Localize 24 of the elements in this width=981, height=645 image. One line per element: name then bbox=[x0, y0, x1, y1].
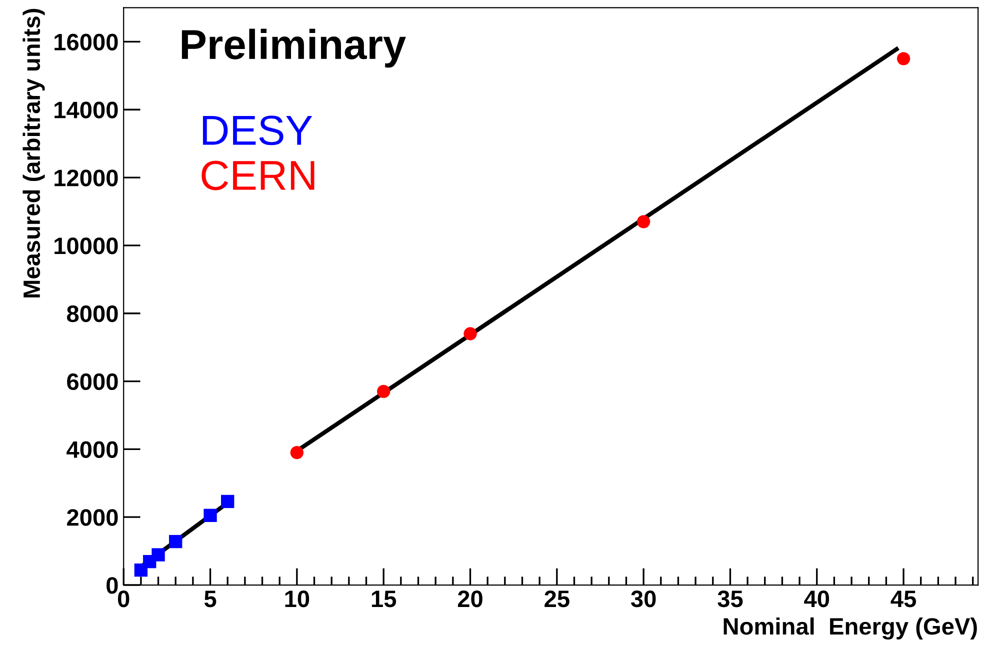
x-tick-label: 10 bbox=[285, 590, 310, 608]
x-tick-label: 35 bbox=[718, 590, 743, 608]
y-tick-label: 12000 bbox=[54, 170, 118, 186]
y-axis-title: Measured (arbitrary units) bbox=[22, 8, 45, 298]
y-tick-label: 0 bbox=[106, 577, 118, 594]
text: CERN bbox=[202, 160, 314, 190]
x-tick-label: 5 bbox=[204, 590, 216, 608]
x-tick-label: 30 bbox=[630, 590, 656, 608]
x-axis-title: Nominal Energy (GeV) bbox=[724, 617, 977, 640]
y-tick-label: 6000 bbox=[67, 373, 118, 390]
x-tick-label: 45 bbox=[890, 590, 916, 608]
annotation: Preliminary bbox=[182, 28, 406, 68]
y-tick-label: 2000 bbox=[67, 509, 118, 526]
x-tick-label: 15 bbox=[372, 590, 396, 608]
y-tick-label: 10000 bbox=[54, 238, 118, 254]
x-tick-label: 20 bbox=[458, 590, 482, 608]
y-tick-label: 16000 bbox=[54, 34, 118, 50]
y-tick-label: 14000 bbox=[54, 102, 118, 118]
x-tick-label: 40 bbox=[804, 590, 830, 608]
y-tick-label: 4000 bbox=[66, 441, 118, 458]
text: DESY bbox=[202, 116, 312, 146]
x-tick-label: 0 bbox=[118, 590, 130, 608]
y-tick-label: 8000 bbox=[66, 305, 118, 322]
x-tick-label: 25 bbox=[544, 590, 570, 608]
